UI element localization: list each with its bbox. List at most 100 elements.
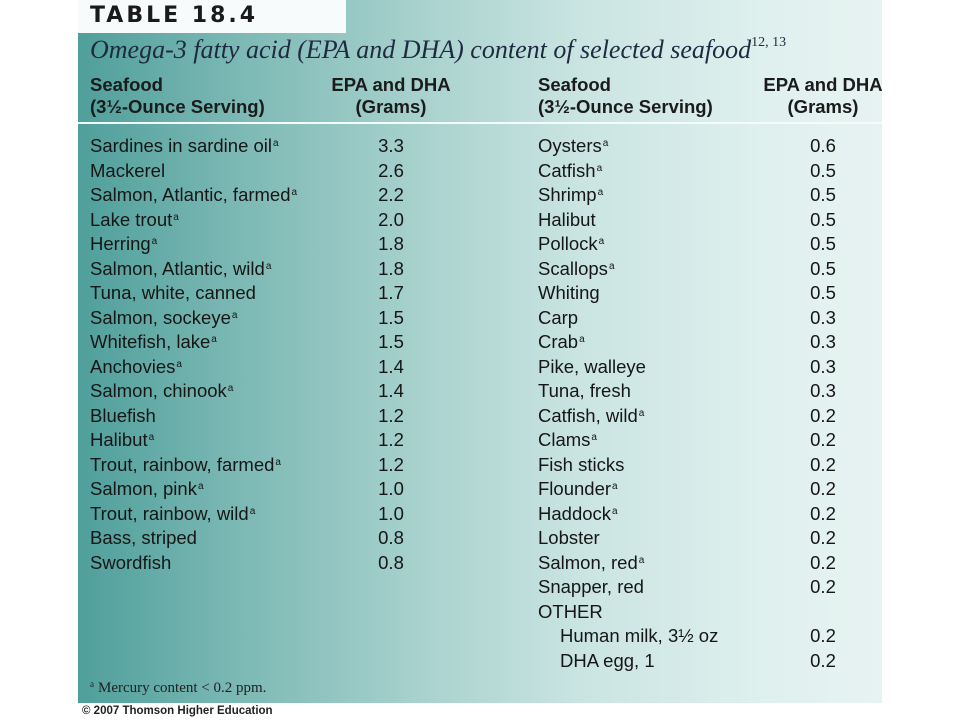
table-row: Halibut 0.5	[538, 208, 878, 233]
seafood-name: Swordfish	[90, 551, 171, 576]
seafood-name-text: Trout, rainbow, farmed	[90, 453, 275, 475]
table-row: Pike, walleye 0.3	[538, 355, 878, 380]
table-row: Oystersa 0.6	[538, 134, 878, 159]
seafood-name-text: Snapper, red	[538, 576, 644, 597]
epa-dha-value: 2.2	[378, 184, 404, 205]
seafood-name-text: Pollock	[538, 233, 598, 254]
right-value-header-line2: (Grams)	[787, 96, 859, 117]
table-row: Salmon, reda 0.2	[538, 551, 878, 576]
mercury-footnote-mark: a	[273, 138, 279, 149]
epa-dha-value: 0.2	[810, 649, 836, 671]
seafood-name-text: Bass, striped	[90, 527, 197, 548]
seafood-name: Herringa	[90, 232, 157, 261]
seafood-name-text: Pike, walleye	[538, 355, 646, 377]
seafood-name: OTHER	[538, 600, 603, 625]
table-row: Herringa 1.8	[90, 232, 470, 257]
right-seafood-header: Seafood (3½-Ounce Serving)	[538, 74, 713, 118]
epa-dha-value: 0.2	[810, 453, 836, 475]
left-value-header-line2: (Grams)	[355, 96, 427, 117]
epa-dha-value: 0.6	[810, 135, 836, 156]
epa-dha-value: 0.3	[810, 306, 836, 328]
epa-dha-value: 0.5	[810, 257, 836, 279]
seafood-name-text: Fish sticks	[538, 453, 625, 475]
epa-dha-value: 2.0	[378, 208, 404, 230]
left-seafood-list: Sardines in sardine oila 3.3 Mackerel 2.6 Sa…	[90, 134, 470, 575]
seafood-name: Catfish, wilda	[538, 404, 644, 433]
epa-dha-value: 1.5	[378, 331, 404, 352]
table-row: Fish sticks 0.2	[538, 453, 878, 478]
table-number-box: TABLE 18.4	[78, 0, 346, 33]
seafood-name-text: OTHER	[538, 600, 603, 622]
table-row: Salmon, Atlantic, wilda 1.8	[90, 257, 470, 282]
table-row: DHA egg, 1 0.2	[538, 649, 878, 674]
epa-dha-value: 0.2	[810, 527, 836, 548]
seafood-name: Pollocka	[538, 232, 604, 261]
epa-dha-value: 1.4	[378, 380, 404, 401]
left-seafood-header: Seafood (3½-Ounce Serving)	[90, 74, 265, 118]
mercury-footnote-mark: a	[579, 334, 585, 345]
mercury-footnote-mark: a	[231, 309, 238, 321]
seafood-name-text: Halibut	[538, 208, 596, 230]
table-row: Shrimpa 0.5	[538, 183, 878, 208]
seafood-name-text: Tuna, fresh	[538, 380, 631, 401]
table-row: Scallopsa 0.5	[538, 257, 878, 282]
mercury-footnote-mark: a	[612, 505, 618, 517]
mercury-footnote-mark: a	[227, 383, 234, 394]
seafood-name-text: Catfish, wild	[538, 404, 638, 426]
seafood-name: Whiting	[538, 281, 600, 306]
right-value-header: EPA and DHA (Grams)	[748, 74, 882, 118]
seafood-name-text: Halibut	[90, 429, 148, 450]
table-row: Tuna, white, canned 1.7	[90, 281, 470, 306]
footnote-text: Mercury content < 0.2 ppm.	[98, 680, 267, 696]
footnote-marker: a	[90, 679, 94, 689]
left-value-header-line1: EPA and DHA	[331, 74, 451, 95]
table-row: Snapper, red 0.2	[538, 575, 878, 600]
table-row: Anchoviesa 1.4	[90, 355, 470, 380]
epa-dha-value: 1.7	[378, 282, 404, 303]
right-seafood-list: Oystersa 0.6 Catfisha 0.5 Shrimpa 0.5 Halibut 0…	[538, 134, 878, 673]
epa-dha-value: 0.2	[810, 404, 836, 426]
mercury-footnote-mark: a	[151, 236, 158, 247]
seafood-name: Craba	[538, 330, 585, 359]
table-row: Halibuta 1.2	[90, 428, 470, 453]
mercury-footnote-mark: a	[598, 236, 605, 247]
seafood-name-text: Salmon, Atlantic, farmed	[90, 184, 291, 205]
seafood-name: Fish sticks	[538, 453, 624, 478]
seafood-name-text: Trout, rainbow, wild	[90, 502, 249, 524]
epa-dha-value: 0.2	[810, 551, 836, 573]
seafood-name-text: Salmon, sockeye	[90, 306, 231, 328]
epa-dha-value: 0.2	[810, 478, 836, 499]
seafood-name-text: Human milk, 3½ oz	[560, 625, 719, 646]
left-value-header: EPA and DHA (Grams)	[316, 74, 466, 118]
mercury-footnote-mark: a	[249, 505, 256, 517]
seafood-name-text: Carp	[538, 306, 579, 328]
table-row: Trout, rainbow, farmeda 1.2	[90, 453, 470, 478]
mercury-footnote-mark: a	[638, 554, 645, 566]
table-row: Salmon, pinka 1.0	[90, 477, 470, 502]
mercury-footnote-mark: a	[638, 407, 645, 419]
seafood-name: Salmon, sockeyea	[90, 306, 237, 335]
seafood-name: Snapper, red	[538, 575, 644, 600]
seafood-name-text: Mackerel	[90, 159, 166, 181]
seafood-name: Trout, rainbow, wilda	[90, 502, 255, 531]
epa-dha-value: 0.5	[810, 159, 836, 181]
table-row: Craba 0.3	[538, 330, 878, 355]
mercury-footnote-mark: a	[173, 211, 179, 223]
epa-dha-value: 2.6	[378, 159, 404, 181]
table-row: OTHER	[538, 600, 878, 625]
seafood-name: Human milk, 3½ oz	[560, 624, 718, 649]
epa-dha-value: 0.8	[378, 527, 404, 548]
right-value-header-line1: EPA and DHA	[763, 74, 882, 95]
table-row: Whitefish, lakea 1.5	[90, 330, 470, 355]
table-panel: TABLE 18.4 Omega-3 fatty acid (EPA and D…	[78, 0, 882, 703]
right-seafood-header-line2: (3½-Ounce Serving)	[538, 96, 713, 117]
table-row: Bass, striped 0.8	[90, 526, 470, 551]
table-row: Lobster 0.2	[538, 526, 878, 551]
copyright: © 2007 Thomson Higher Education	[82, 705, 273, 717]
seafood-name: DHA egg, 1	[560, 649, 655, 674]
epa-dha-value: 1.2	[378, 404, 404, 426]
seafood-name: Salmon, Atlantic, farmeda	[90, 183, 297, 212]
mercury-footnote-mark: a	[197, 481, 204, 492]
epa-dha-value: 1.0	[378, 478, 404, 499]
caption-refs: 12, 13	[751, 35, 787, 51]
